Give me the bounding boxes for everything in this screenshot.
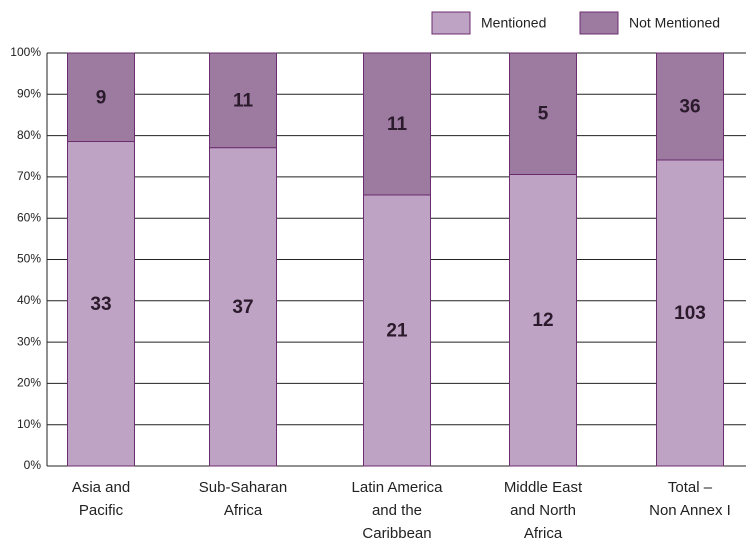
x-tick-label: Latin America and the Caribbean xyxy=(351,479,443,542)
count-label: 103 xyxy=(674,303,706,324)
bar-segment xyxy=(656,52,724,161)
y-tick-label: 50% xyxy=(17,252,41,266)
legend-label: Not Mentioned xyxy=(629,15,720,31)
y-tick-label: 0% xyxy=(24,458,42,472)
bar-segment xyxy=(509,52,577,175)
count-label: 9 xyxy=(96,87,107,108)
count-label: 33 xyxy=(90,294,111,315)
count-label: 21 xyxy=(386,320,408,341)
count-label: 11 xyxy=(233,90,254,111)
count-label: 5 xyxy=(538,104,549,125)
count-label: 12 xyxy=(532,310,553,331)
y-tick-label: 60% xyxy=(17,210,41,224)
y-tick-label: 30% xyxy=(17,334,41,348)
legend-label: Mentioned xyxy=(481,15,546,31)
bar-segment xyxy=(509,173,577,467)
bar-segment xyxy=(363,52,431,196)
bar-segment xyxy=(209,52,277,149)
legend-swatch xyxy=(431,11,471,35)
y-tick-label: 10% xyxy=(17,417,41,431)
y-tick-label: 90% xyxy=(17,86,41,100)
x-tick-label: Sub-Saharan Africa xyxy=(198,479,288,519)
y-tick-label: 80% xyxy=(17,128,41,142)
y-tick-label: 100% xyxy=(10,45,41,59)
x-tick-label: Middle East and North Africa xyxy=(503,479,583,542)
y-tick-label: 20% xyxy=(17,376,41,390)
legend-swatch xyxy=(579,11,619,35)
x-tick-label: Total – Non Annex I xyxy=(649,479,731,519)
y-tick-label: 40% xyxy=(17,293,41,307)
x-tick-label: Asia and Pacific xyxy=(71,479,131,519)
y-tick-label: 70% xyxy=(17,169,41,183)
bar-segment xyxy=(67,141,135,467)
count-label: 37 xyxy=(232,297,253,318)
count-label: 36 xyxy=(679,96,700,117)
bar-segment xyxy=(67,52,135,143)
count-label: 11 xyxy=(387,114,408,135)
bar-segment xyxy=(363,194,431,467)
